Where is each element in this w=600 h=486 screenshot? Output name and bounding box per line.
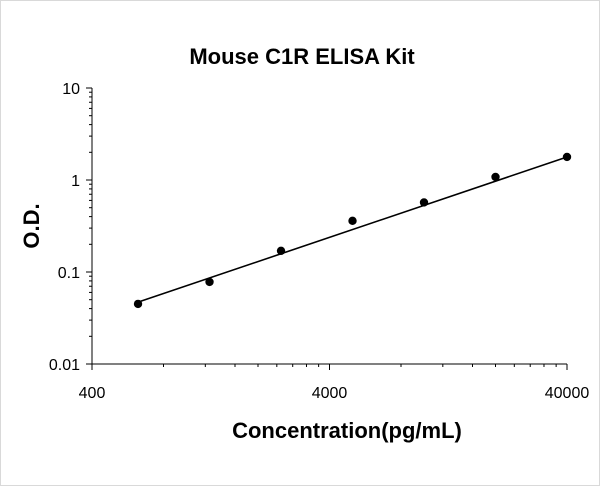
y-tick-label: 0.1 — [58, 265, 80, 282]
data-point — [491, 172, 500, 182]
fit-line — [137, 156, 568, 303]
axes: 10 1 0.1 0.01 400 4000 40000 — [49, 81, 589, 402]
y-axis-title: O.D. — [19, 203, 44, 248]
data-point — [419, 198, 429, 207]
x-axis-title: Concentration(pg/mL) — [232, 418, 462, 443]
data-point — [205, 277, 214, 287]
y-tick-label: 10 — [62, 81, 80, 98]
x-tick-label: 40000 — [545, 385, 590, 402]
y-tick-label: 0.01 — [49, 357, 80, 374]
x-tick-label: 4000 — [312, 385, 348, 402]
chart-title: Mouse C1R ELISA Kit — [189, 44, 415, 69]
x-tick-label: 400 — [79, 385, 106, 402]
data-point — [562, 152, 572, 162]
fit-line-layer — [137, 156, 568, 303]
data-point — [276, 246, 286, 255]
data-point — [133, 299, 143, 309]
y-tick-label: 1 — [71, 173, 80, 190]
points-layer — [133, 152, 572, 309]
data-point — [348, 216, 357, 226]
